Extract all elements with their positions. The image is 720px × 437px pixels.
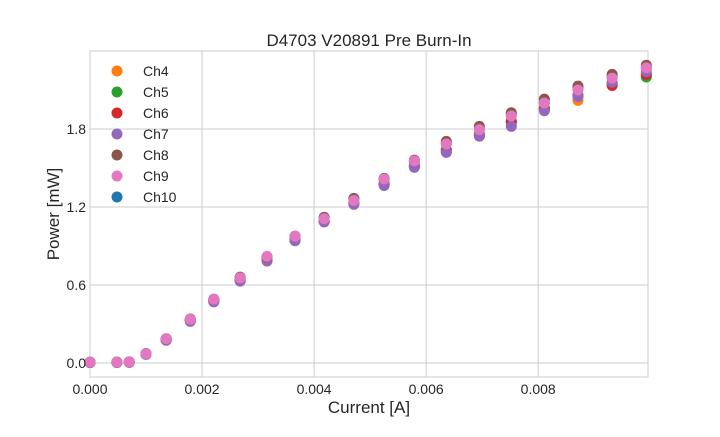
legend-marker [111,86,123,98]
legend-marker [111,107,123,119]
data-point [538,97,550,109]
data-point [505,110,517,122]
data-point [408,155,420,167]
series-ch4 [84,70,652,368]
legend-marker [111,170,123,182]
series-ch10 [84,62,652,368]
legend-label: Ch9 [143,168,169,184]
grid [89,51,648,377]
data-point [378,173,390,185]
data-point [348,194,360,206]
data-point [160,333,172,345]
data-point [140,348,152,360]
y-tick-label: 1.2 [67,199,87,215]
data-point [234,272,246,284]
x-tick-label: 0.000 [72,381,107,397]
y-tick-label: 0.0 [67,355,87,371]
data-point [606,72,618,84]
legend-marker [111,128,123,140]
data-point [318,213,330,225]
legend-label: Ch10 [143,189,177,205]
data-points [84,59,652,369]
legend: Ch4 Ch5 Ch6 Ch7 Ch8 Ch9 Ch10 [111,63,177,205]
legend-label: Ch6 [143,105,169,121]
data-point [538,105,550,117]
data-point [289,230,301,242]
x-axis-label: Current [A] [328,398,410,417]
data-point [111,356,123,368]
data-point [640,62,652,74]
tick-labels: 0.000 0.002 0.004 0.006 0.008 0.0 0.6 1.2 1.8 [67,121,556,397]
data-point [208,293,220,305]
data-point [473,124,485,136]
data-point [572,84,584,96]
legend-label: Ch7 [143,126,169,142]
x-tick-label: 0.002 [185,381,220,397]
legend-marker [111,149,123,161]
plot-frame [89,50,649,378]
x-tick-label: 0.006 [409,381,444,397]
data-point [440,146,452,158]
chart-title: D4703 V20891 Pre Burn-In [266,31,471,50]
x-tick-label: 0.008 [521,381,556,397]
data-point [505,120,517,132]
y-tick-label: 0.6 [67,277,87,293]
data-point [261,250,273,262]
legend-marker [111,191,123,203]
data-point [184,313,196,325]
y-axis-label: Power [mW] [44,168,63,261]
legend-marker [111,65,123,77]
legend-label: Ch4 [143,63,169,79]
series-ch6 [84,68,652,368]
series-ch9 [84,62,652,368]
series-ch5 [84,71,652,368]
data-point [84,356,96,368]
data-point [123,356,135,368]
x-tick-label: 0.004 [297,381,332,397]
series-ch8 [84,59,652,368]
legend-label: Ch8 [143,147,169,163]
legend-label: Ch5 [143,84,169,100]
series-ch7 [84,66,652,369]
y-tick-label: 1.8 [67,121,87,137]
data-point [440,138,452,150]
